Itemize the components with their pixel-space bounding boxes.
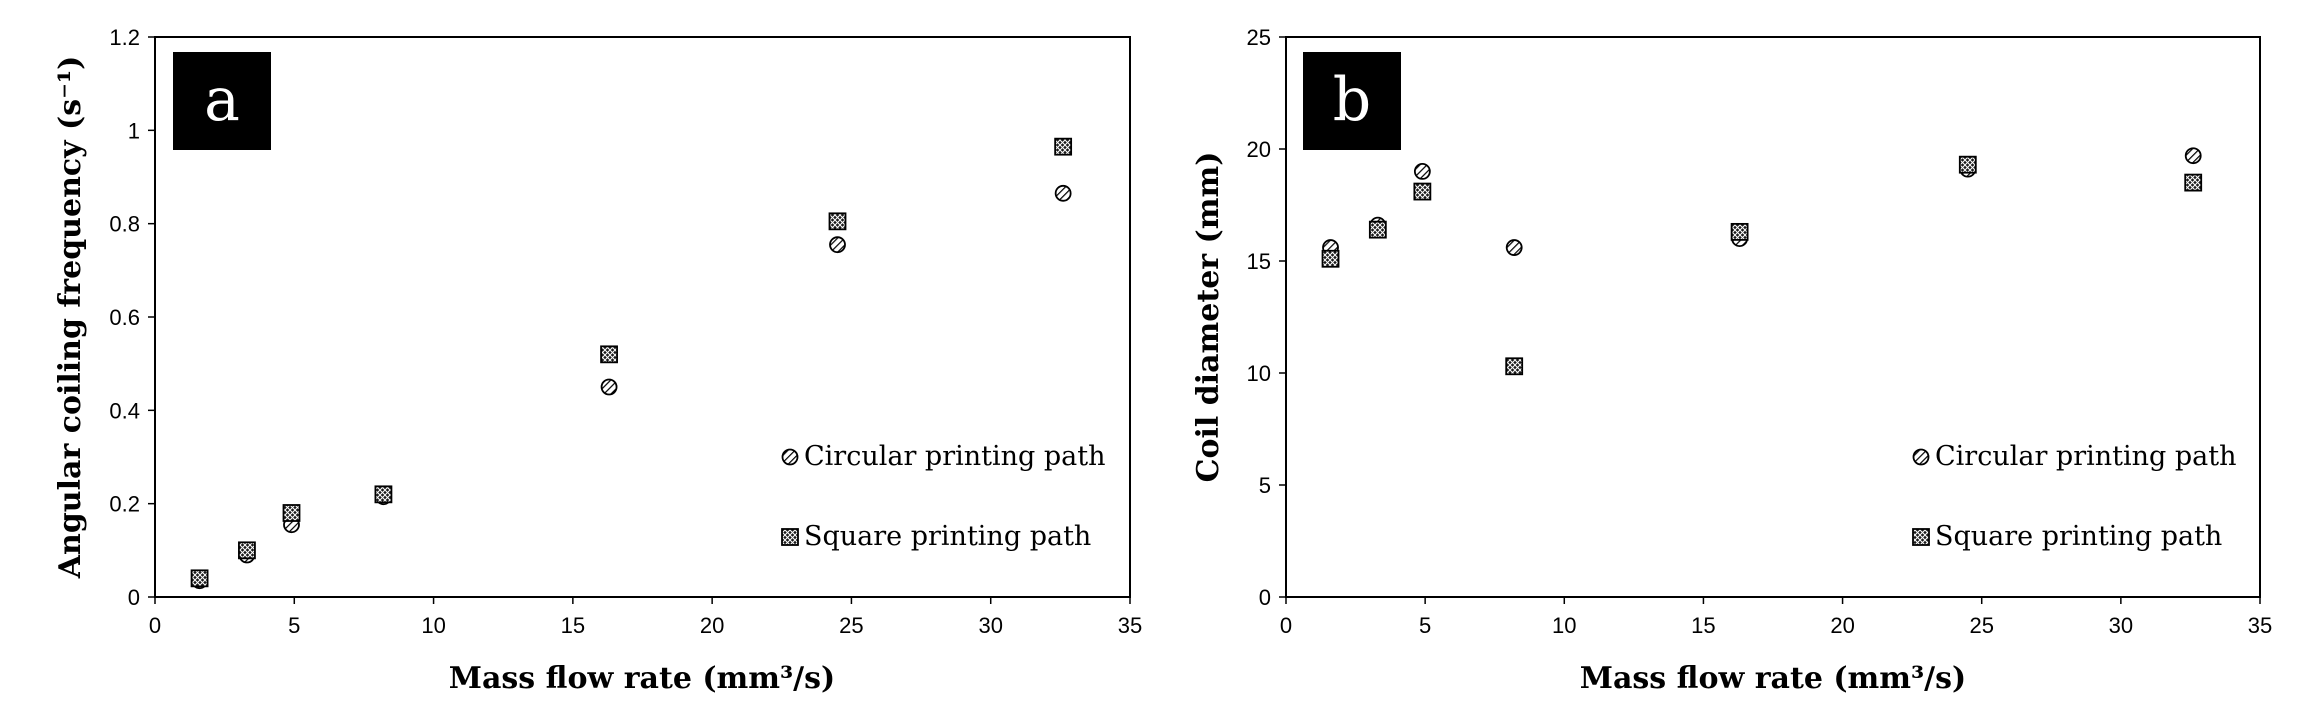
square-point — [1368, 220, 1387, 239]
x-tick-label: 15 — [1691, 613, 1715, 638]
y-axis-title-a: Angular coiling frequency (s⁻¹) — [53, 56, 88, 580]
y-tick-label: 15 — [1247, 249, 1271, 274]
legend-label-square-b: Square printing path — [1935, 521, 2222, 552]
x-axis-title-a: Mass flow rate (mm³/s) — [449, 661, 835, 696]
square-point — [282, 504, 301, 522]
legend-label-square-a: Square printing path — [804, 521, 1091, 552]
circular-point — [829, 236, 846, 254]
y-ticks-b: 0 5 10 15 20 25 — [1247, 25, 1286, 610]
x-tick-label: 35 — [2248, 613, 2272, 638]
panel-label-b: b — [1333, 65, 1371, 135]
x-ticks-a: 0 5 10 15 20 25 30 35 — [149, 597, 1142, 638]
circular-point — [1505, 239, 1523, 256]
legend-marker-circular-a — [781, 448, 799, 466]
x-tick-label: 35 — [1118, 613, 1142, 638]
y-tick-label: 0.2 — [109, 492, 140, 517]
y-tick-label: 20 — [1247, 137, 1271, 162]
panel-label-a: a — [204, 65, 240, 135]
square-point — [1505, 357, 1524, 376]
y-tick-label: 0.8 — [109, 212, 140, 237]
legend-b: Circular printing path Square printing p… — [1912, 441, 2237, 552]
y-tick-label: 0.4 — [109, 398, 140, 423]
circular-point — [600, 378, 618, 396]
data-points-a — [190, 137, 1073, 590]
x-tick-label: 20 — [700, 613, 724, 638]
legend-symbol — [1912, 448, 1930, 466]
square-point — [1321, 249, 1340, 268]
y-ticks-a: 0 0.2 0.4 0.6 0.8 1 1.2 — [109, 25, 155, 610]
x-tick-label: 10 — [421, 613, 445, 638]
y-tick-label: 5 — [1259, 473, 1271, 498]
y-tick-label: 0 — [128, 585, 140, 610]
y-tick-label: 0.6 — [109, 305, 140, 330]
x-tick-label: 0 — [149, 613, 161, 638]
y-tick-label: 25 — [1247, 25, 1271, 50]
panel-b: b 0 5 10 15 20 25 30 35 0 5 10 15 20 25 Mass flow ra… — [1191, 25, 2272, 696]
x-tick-label: 5 — [1419, 613, 1431, 638]
panel-label-box-b — [1303, 52, 1401, 150]
x-tick-label: 25 — [1969, 613, 1993, 638]
x-tick-label: 20 — [1830, 613, 1854, 638]
legend-label-circular-b: Circular printing path — [1935, 441, 2237, 472]
square-point — [190, 569, 209, 588]
x-tick-label: 30 — [978, 613, 1002, 638]
panel-label-box-a — [173, 52, 271, 150]
data-points-b — [1321, 147, 2203, 376]
legend-symbol — [1912, 528, 1930, 546]
square-point — [1413, 182, 1432, 201]
x-tick-label: 15 — [561, 613, 585, 638]
x-tick-label: 10 — [1552, 613, 1576, 638]
legend-a: Circular printing path Square printing p… — [781, 441, 1106, 552]
y-tick-label: 1.2 — [109, 25, 140, 50]
legend-marker-circular-b — [1912, 448, 1930, 466]
y-axis-title-b: Coil diameter (mm) — [1191, 152, 1226, 483]
square-point — [1958, 155, 1977, 174]
panel-a: a 0 5 10 15 20 25 30 35 0 0.2 0.4 0.6 0.8 1 1.2 Mass … — [53, 25, 1142, 696]
x-tick-label: 25 — [839, 613, 863, 638]
y-tick-label: 0 — [1259, 585, 1271, 610]
legend-symbol — [781, 448, 799, 466]
square-point — [2184, 173, 2203, 192]
square-point — [238, 541, 256, 560]
x-tick-label: 30 — [2109, 613, 2133, 638]
square-point — [600, 345, 618, 364]
circular-point — [1054, 184, 1072, 202]
square-point — [1730, 222, 1749, 241]
legend-label-circular-a: Circular printing path — [804, 441, 1106, 472]
y-tick-label: 10 — [1247, 361, 1271, 386]
square-point — [1054, 137, 1073, 156]
square-point — [828, 212, 847, 231]
circular-point — [2184, 147, 2202, 165]
square-point — [374, 485, 393, 504]
x-ticks-b: 0 5 10 15 20 25 30 35 — [1280, 597, 2272, 638]
plot-area-a — [154, 36, 1131, 598]
y-tick-label: 1 — [128, 118, 140, 143]
legend-marker-square-a — [781, 528, 799, 546]
x-tick-label: 0 — [1280, 613, 1292, 638]
legend-symbol — [781, 528, 799, 546]
x-tick-label: 5 — [288, 613, 300, 638]
plot-area-b — [1285, 36, 2261, 598]
circular-point — [1413, 162, 1431, 180]
x-axis-title-b: Mass flow rate (mm³/s) — [1580, 661, 1966, 696]
legend-marker-square-b — [1912, 528, 1930, 546]
